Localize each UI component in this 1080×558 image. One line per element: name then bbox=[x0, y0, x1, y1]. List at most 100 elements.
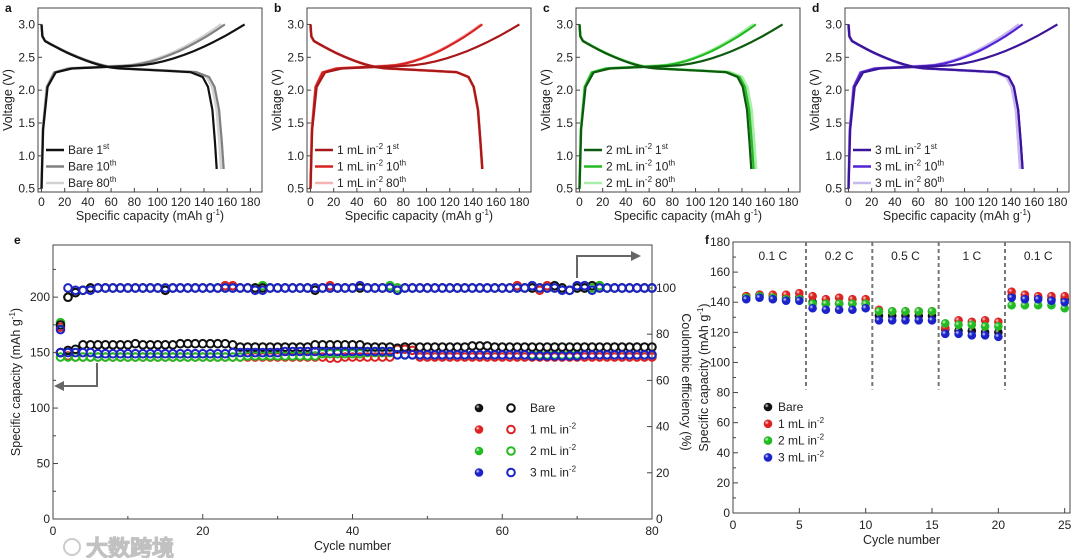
text-part: 3 mL in bbox=[530, 466, 569, 480]
capacity-point-highlight bbox=[887, 306, 897, 316]
ce-point bbox=[370, 283, 380, 293]
capacity-point bbox=[504, 342, 515, 352]
text-part: ) bbox=[1027, 209, 1031, 223]
x-tick-label: 15 bbox=[925, 518, 939, 532]
capacity-point bbox=[572, 342, 582, 352]
cycle-number: 10 bbox=[655, 160, 669, 174]
cycle-number: 80 bbox=[386, 176, 400, 190]
text-part: ) bbox=[9, 308, 23, 312]
x-tick-label: 20 bbox=[865, 195, 879, 209]
capacity-point bbox=[489, 342, 500, 352]
text-part: 2 mL in bbox=[530, 444, 569, 458]
ce-point bbox=[212, 283, 223, 293]
capacity-point-highlight bbox=[861, 303, 870, 313]
legend-item: 1 mL in-2 1st bbox=[315, 142, 400, 157]
capacity-point-highlight bbox=[1060, 303, 1069, 313]
text-part: Bare bbox=[778, 400, 804, 414]
plot-frame bbox=[37, 7, 263, 193]
y-tick-label: 0 bbox=[723, 506, 730, 520]
x-tick-label: 0 bbox=[576, 195, 583, 209]
ce-point bbox=[460, 283, 470, 293]
legend-item: Bare 80th bbox=[46, 175, 116, 190]
x-axis-title: Specific capacity (mAh g-1) bbox=[345, 208, 493, 223]
y-tick-label: 50 bbox=[37, 457, 51, 471]
capacity-point bbox=[212, 338, 223, 349]
ce-point bbox=[63, 283, 73, 293]
panel-b: b 0.5 1.0 1.5 2.0 2.5 3.0 0 20 40 60 80 100 120 140 160… bbox=[270, 1, 532, 223]
capacity-point bbox=[78, 340, 88, 350]
capacity-point-highlight bbox=[808, 303, 817, 313]
capacity-point bbox=[430, 342, 440, 352]
legend-filled-marker-highlight bbox=[474, 446, 484, 456]
capacity-point bbox=[93, 340, 103, 350]
capacity-point-highlight bbox=[821, 305, 831, 315]
capacity-point-highlight bbox=[821, 299, 831, 309]
x-tick-label: 160 bbox=[755, 195, 775, 209]
x-axis-title: Cycle number bbox=[314, 539, 391, 553]
ce-point bbox=[287, 283, 298, 293]
capacity-point-highlight bbox=[795, 296, 804, 306]
superscript: st bbox=[662, 142, 669, 151]
superscript: th bbox=[110, 175, 117, 184]
superscript: -2 bbox=[376, 159, 384, 168]
capacity-point-highlight bbox=[1020, 294, 1030, 304]
superscript: st bbox=[393, 142, 400, 151]
capacity-point-highlight bbox=[940, 319, 950, 328]
x-tick-label: 100 bbox=[955, 195, 975, 209]
ce-point bbox=[407, 283, 418, 293]
legend-open-marker bbox=[506, 446, 516, 456]
x-tick-label: 10 bbox=[859, 518, 873, 532]
curve-charge-cycle-1 bbox=[578, 23, 784, 189]
y-axis-title: Specific capacity (mAh g-1) bbox=[8, 308, 23, 456]
x-tick-label: 80 bbox=[666, 195, 680, 209]
ce-point bbox=[182, 283, 193, 293]
text-part: Bare bbox=[68, 143, 94, 157]
capacity-point-highlight bbox=[980, 315, 990, 325]
legend-open-marker bbox=[506, 467, 516, 478]
text-part: 2 mL in bbox=[606, 160, 645, 174]
superscript: -2 bbox=[817, 416, 825, 425]
ce-point bbox=[609, 283, 620, 293]
legend-label: 2 mL in-2 1st bbox=[606, 142, 669, 157]
superscript: th bbox=[399, 175, 406, 184]
x-tick-label: 140 bbox=[1001, 195, 1021, 209]
x-tick-label: 0 bbox=[38, 195, 45, 209]
capacity-point bbox=[602, 342, 612, 352]
ce-point bbox=[317, 283, 328, 293]
capacity-point bbox=[632, 342, 642, 352]
legend-item: Bare 10th bbox=[46, 159, 116, 174]
y-tick-label: 3.0 bbox=[287, 17, 304, 31]
ce-point bbox=[347, 283, 358, 293]
y-tick-label: 0.5 bbox=[18, 182, 35, 196]
legend-item: 1 mL in-2 80th bbox=[315, 175, 406, 190]
x-tick-label: 40 bbox=[888, 195, 902, 209]
capacity-point-highlight bbox=[967, 320, 977, 330]
superscript: -2 bbox=[817, 433, 825, 442]
legend-open-marker bbox=[506, 403, 516, 413]
x-tick-label: 180 bbox=[240, 195, 260, 209]
text-part: ) bbox=[489, 209, 493, 223]
y-tick-label: 1.0 bbox=[556, 149, 573, 163]
ce-point bbox=[482, 283, 493, 293]
ce-point bbox=[93, 283, 103, 293]
legend-label: 2 mL in-2 80th bbox=[606, 175, 675, 190]
ce-point bbox=[617, 283, 627, 293]
ce-point bbox=[280, 283, 290, 293]
legend-marker-highlight bbox=[763, 436, 773, 445]
x-tick-label: 40 bbox=[81, 195, 95, 209]
superscript: -2 bbox=[569, 443, 577, 452]
y-tick-label: 1.5 bbox=[18, 116, 35, 130]
y-axis-title: Specific capacity (mAh g-1) bbox=[696, 303, 711, 451]
y-tick-label: 1.5 bbox=[825, 116, 842, 130]
capacity-point-highlight bbox=[1033, 300, 1043, 310]
superscript: th bbox=[668, 159, 675, 168]
capacity-point-highlight bbox=[1060, 291, 1069, 301]
y-axis-title: Voltage (V) bbox=[1, 69, 15, 131]
ce-point bbox=[197, 283, 208, 293]
ce-point bbox=[265, 283, 275, 293]
legend-label: 1 mL in-2 bbox=[778, 416, 825, 431]
capacity-point bbox=[617, 342, 627, 352]
legend-label: 2 mL in-2 bbox=[530, 443, 577, 458]
capacity-point-highlight bbox=[1060, 297, 1069, 307]
